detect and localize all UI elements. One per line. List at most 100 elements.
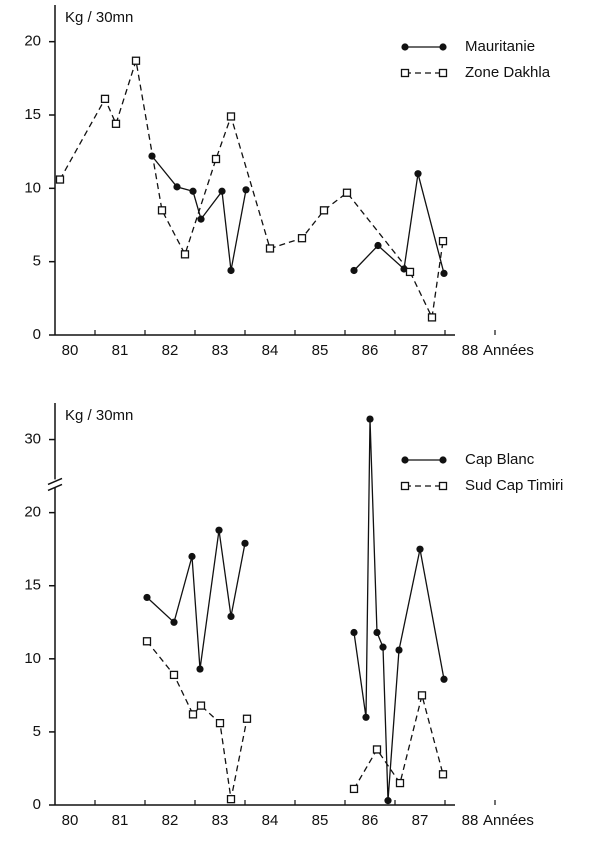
- axis-break: [47, 477, 63, 486]
- x-tick-label: 88: [462, 342, 479, 359]
- point: [143, 593, 151, 602]
- point: [366, 415, 374, 423]
- point: [131, 56, 141, 65]
- point: [180, 250, 190, 259]
- point: [111, 119, 121, 128]
- point: [157, 206, 167, 215]
- point: [414, 170, 422, 178]
- point: [395, 646, 403, 654]
- point: [417, 691, 427, 700]
- legend-item: Cap Blanc: [401, 451, 535, 468]
- point: [373, 628, 381, 637]
- point: [438, 236, 448, 246]
- point: [196, 665, 204, 673]
- legend-marker: [439, 456, 447, 464]
- y-tick-label: 20: [24, 33, 41, 50]
- x-tick-label: 86: [362, 812, 379, 829]
- point: [211, 154, 221, 164]
- point: [170, 618, 178, 626]
- point: [374, 241, 382, 250]
- point: [362, 713, 370, 721]
- y-tick-label: 20: [24, 504, 41, 521]
- point: [384, 797, 392, 805]
- legend-item: Mauritanie: [401, 38, 535, 55]
- point: [438, 770, 448, 779]
- y-tick-label: 0: [33, 796, 41, 813]
- x-tick-label: 87: [412, 342, 429, 359]
- legend-label: Sud Cap Timiri: [465, 477, 563, 494]
- legend-item: Sud Cap Timiri: [400, 477, 563, 494]
- series-line: [151, 155, 445, 274]
- point: [169, 670, 179, 680]
- y-tick-label: 15: [24, 577, 41, 594]
- series-line: [59, 60, 444, 320]
- legend-marker: [400, 68, 410, 78]
- y-tick-label: 30: [24, 431, 41, 448]
- y-tick-label: 15: [24, 106, 41, 123]
- chart: 0 5 10 15 20 80 81 82 83 84 85 86 87 88 Kg / 30mn Année…: [24, 5, 551, 359]
- x-tick-label: 80: [62, 812, 79, 829]
- point: [242, 714, 252, 723]
- y-tick-label: 10: [24, 179, 41, 196]
- point: [405, 267, 415, 277]
- x-tick-label: 88: [462, 812, 479, 829]
- x-tick-label: 82: [162, 342, 179, 359]
- x-tick-label: 84: [262, 342, 279, 359]
- x-tick-label: 83: [212, 812, 229, 829]
- legend-label: Cap Blanc: [465, 451, 535, 468]
- point: [372, 745, 382, 754]
- point: [350, 628, 358, 637]
- x-tick-label: 85: [312, 342, 329, 359]
- point: [142, 637, 152, 646]
- point: [100, 94, 110, 104]
- x-tick-label: 81: [112, 342, 129, 359]
- point: [196, 701, 206, 710]
- point: [226, 112, 236, 121]
- x-tick-label: 83: [212, 342, 229, 359]
- x-tick-label: 81: [112, 812, 129, 829]
- x-axis-label: Années: [483, 342, 534, 359]
- point: [173, 183, 181, 191]
- x-tick-label: 82: [162, 812, 179, 829]
- point: [379, 643, 387, 651]
- point: [218, 187, 226, 195]
- point: [189, 187, 197, 195]
- point: [242, 186, 250, 194]
- legend-marker: [401, 43, 409, 51]
- point: [197, 215, 205, 223]
- series-line: [146, 640, 444, 800]
- legend-marker: [438, 68, 448, 78]
- point: [427, 313, 437, 322]
- y-axis-label: Kg / 30mn: [65, 407, 133, 424]
- x-tick-label: 87: [412, 812, 429, 829]
- legend-label: Zone Dakhla: [465, 64, 551, 81]
- point: [188, 552, 196, 561]
- legend-marker: [401, 456, 409, 464]
- point: [395, 778, 405, 788]
- legend-item: Zone Dakhla: [400, 64, 551, 81]
- x-tick-label: 80: [62, 342, 79, 359]
- y-tick-label: 10: [24, 650, 41, 667]
- point: [297, 234, 307, 243]
- axis-break: [47, 483, 63, 492]
- chart: 0 5 10 15 20 30 80 81 82 83 84 85 86 87 88 Kg / 30mn Ann…: [24, 403, 563, 829]
- y-tick-label: 5: [33, 723, 41, 740]
- y-tick-label: 5: [33, 253, 41, 270]
- point: [55, 175, 65, 184]
- point: [188, 710, 198, 719]
- point: [342, 188, 352, 197]
- point: [215, 526, 223, 534]
- point: [319, 206, 329, 215]
- point: [440, 675, 448, 683]
- point: [241, 539, 249, 547]
- legend-marker: [438, 481, 448, 491]
- x-tick-label: 85: [312, 812, 329, 829]
- point: [265, 244, 275, 253]
- point: [226, 795, 236, 804]
- point: [227, 612, 235, 621]
- x-tick-label: 86: [362, 342, 379, 359]
- point: [416, 545, 424, 553]
- point: [350, 266, 358, 275]
- point: [349, 784, 359, 794]
